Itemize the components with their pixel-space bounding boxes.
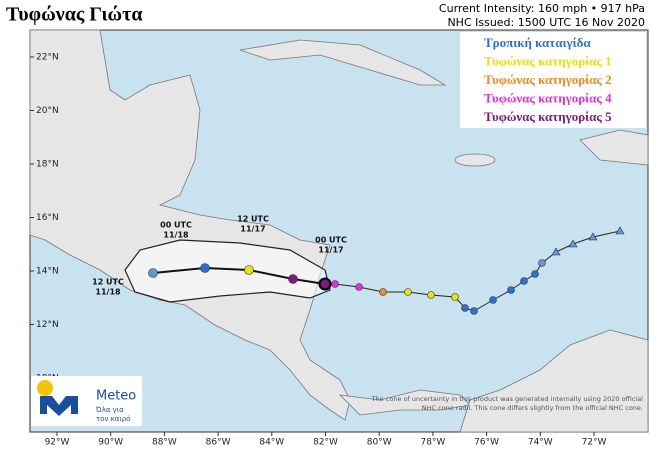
forecast-point: [200, 263, 210, 273]
issued: NHC Issued: 1500 UTC 16 Nov 2020: [447, 16, 645, 29]
track-point: [520, 277, 528, 285]
lat-label: 16°N: [36, 213, 59, 223]
land-south-america: [459, 329, 649, 433]
track-point: [404, 288, 412, 296]
lon-label: 82°W: [313, 438, 338, 448]
forecast-label: 00 UTC: [315, 236, 347, 245]
logo-sun: [37, 380, 53, 396]
track-point: [470, 307, 478, 315]
forecast-point: [148, 268, 158, 278]
forecast-label: 11/17: [240, 225, 265, 234]
lon-label: 78°W: [420, 438, 445, 448]
track-point: [355, 283, 363, 291]
lat-label: 20°N: [36, 106, 59, 116]
legend-entry: Τροπική καταιγίδα: [484, 35, 591, 50]
land-jamaica: [454, 153, 496, 167]
lat-label: 14°N: [36, 267, 59, 277]
lat-label: 22°N: [36, 53, 59, 63]
legend-entry: Τυφώνας κατηγορίας 4: [484, 90, 612, 105]
logo-tagline: Όλα για: [95, 406, 124, 414]
past-track: [325, 230, 621, 312]
land-central-america: [29, 29, 351, 421]
lon-label: 72°W: [582, 438, 607, 448]
lon-label: 74°W: [528, 438, 553, 448]
title: Τυφώνας Γιώτα: [6, 4, 143, 26]
lon-label: 86°W: [206, 438, 231, 448]
track-point: [538, 259, 546, 267]
legend-entry: Τυφώνας κατηγορίας 1: [484, 53, 612, 68]
forecast-point: [288, 274, 298, 284]
lat-label: 18°N: [36, 160, 59, 170]
lon-label: 90°W: [98, 438, 123, 448]
legend-box: [460, 32, 646, 128]
forecast-label: 11/17: [318, 246, 343, 255]
track-point: [507, 286, 515, 294]
lon-label: 80°W: [367, 438, 392, 448]
logo-tagline: τον καιρό: [96, 415, 130, 423]
lat-label: 12°N: [36, 320, 59, 330]
land-cuba: [239, 39, 447, 86]
current-position: [318, 277, 332, 291]
forecast-label: 12 UTC: [237, 215, 269, 224]
logo-name: Meteo: [96, 389, 136, 404]
land-hispaniola: [579, 129, 649, 166]
track-point: [331, 280, 339, 288]
forecast-label: 00 UTC: [160, 221, 192, 230]
forecast-label: 11/18: [163, 231, 189, 240]
forecast-label: 12 UTC: [92, 278, 124, 287]
lon-label: 92°W: [45, 438, 70, 448]
lon-label: 84°W: [259, 438, 284, 448]
map: 00 UTC 11/18 12 UTC 11/17 00 UTC 11/17 1…: [29, 29, 649, 448]
lon-label: 76°W: [474, 438, 499, 448]
logo-mark: [40, 396, 78, 416]
forecast-point: [244, 265, 254, 275]
legend-entry: Τυφώνας κατηγορίας 5: [484, 109, 612, 124]
track-point: [489, 296, 497, 304]
track-point: [427, 291, 435, 299]
disclaimer: NHC cone radii. This cone differs slight…: [422, 404, 643, 412]
track-point: [451, 293, 459, 301]
lon-label: 88°W: [152, 438, 177, 448]
track-point: [461, 304, 469, 312]
intensity: Current Intensity: 160 mph • 917 hPa: [439, 2, 645, 15]
legend-entry: Τυφώνας κατηγορίας 2: [484, 72, 612, 87]
forecast-label: 11/18: [95, 288, 121, 297]
disclaimer: The cone of uncertainty in this product …: [371, 395, 644, 403]
track-point: [531, 270, 539, 278]
track-point: [551, 226, 625, 256]
logo: Meteo Όλα για τον καιρό: [31, 376, 142, 426]
cone: [124, 239, 331, 303]
track-point: [379, 288, 387, 296]
